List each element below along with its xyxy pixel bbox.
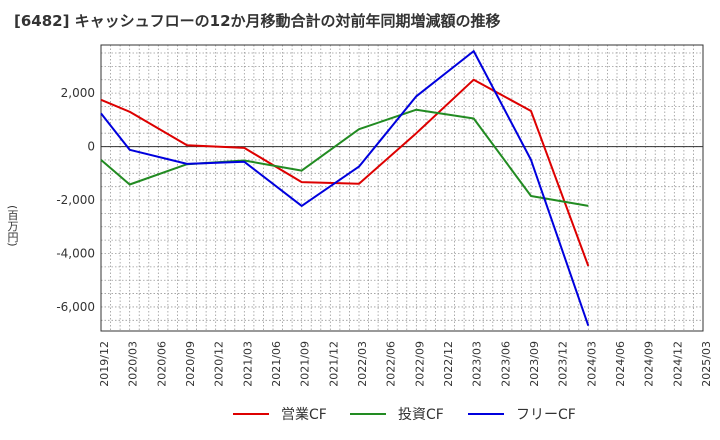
x-tick-label: 2020/06 xyxy=(155,341,168,387)
x-tick-label: 2024/06 xyxy=(614,341,627,387)
x-tick-label: 2021/03 xyxy=(241,341,254,387)
x-tick-label: 2021/09 xyxy=(299,341,312,387)
legend-swatch-free xyxy=(468,413,504,415)
plot-frame xyxy=(100,44,704,332)
y-tick-label: -6,000 xyxy=(56,300,95,314)
x-tick-label: 2025/03 xyxy=(700,341,713,387)
x-tick-label: 2020/03 xyxy=(127,341,140,387)
x-tick-label: 2022/09 xyxy=(413,341,426,387)
x-tick-label: 2022/12 xyxy=(442,341,455,387)
y-tick-label: -4,000 xyxy=(56,246,95,260)
x-tick-label: 2021/06 xyxy=(270,341,283,387)
legend-swatch-operating xyxy=(233,413,269,415)
x-tick-label: 2020/12 xyxy=(213,341,226,387)
x-tick-label: 2023/03 xyxy=(471,341,484,387)
chart-legend: 営業CF 投資CF フリーCF xyxy=(0,402,720,426)
x-tick-label: 2024/12 xyxy=(671,341,684,387)
series-line-1 xyxy=(100,108,589,207)
legend-label-investing: 投資CF xyxy=(398,407,444,423)
legend-label-free: フリーCF xyxy=(516,407,576,423)
x-tick-label: 2020/09 xyxy=(184,341,197,387)
x-tick-label: 2022/03 xyxy=(356,341,369,387)
y-tick-label: 0 xyxy=(87,140,95,154)
x-tick-label: 2021/12 xyxy=(327,341,340,387)
x-tick-label: 2023/06 xyxy=(499,341,512,387)
plot-area xyxy=(101,45,703,331)
x-tick-label: 2023/09 xyxy=(528,341,541,387)
legend-item-investing: 投資CF xyxy=(350,402,444,426)
x-tick-label: 2024/09 xyxy=(643,341,656,387)
legend-item-free: フリーCF xyxy=(468,402,576,426)
y-tick-label: 2,000 xyxy=(61,86,95,100)
legend-label-operating: 営業CF xyxy=(281,407,327,423)
y-tick-label: -2,000 xyxy=(56,193,95,207)
series-line-0 xyxy=(100,78,590,267)
y-axis-label: (百万円) xyxy=(6,205,19,247)
legend-item-operating: 営業CF xyxy=(233,402,327,426)
x-tick-label: 2024/03 xyxy=(585,341,598,387)
series-line-2 xyxy=(100,50,590,327)
x-tick-label: 2019/12 xyxy=(98,341,111,387)
x-tick-label: 2022/06 xyxy=(385,341,398,387)
chart-title: [6482] キャッシュフローの12か月移動合計の対前年同期増減額の推移 xyxy=(14,12,501,30)
x-tick-label: 2023/12 xyxy=(557,341,570,387)
legend-swatch-investing xyxy=(350,413,386,415)
